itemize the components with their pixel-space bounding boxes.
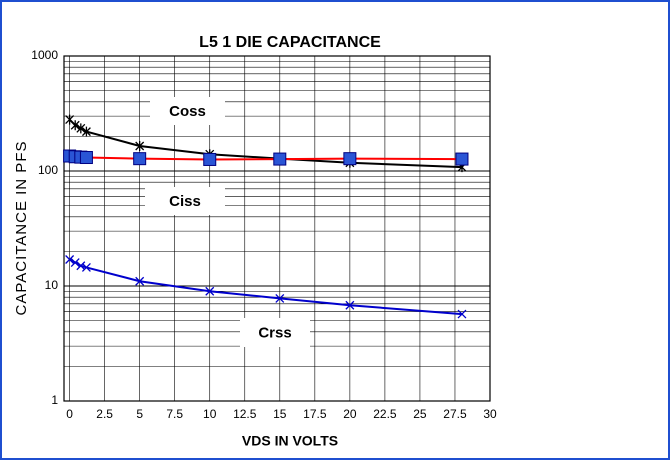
x-tick-label: 2.5 [96,407,113,421]
plot-area [64,56,490,401]
annotation-box [145,187,225,215]
x-tick-label: 25 [413,407,427,421]
marker [70,120,80,131]
marker [81,262,91,272]
x-axis-label: VDS IN VOLTS [242,433,338,449]
y-tick-label: 10 [45,278,59,292]
x-tick-label: 30 [483,407,497,421]
marker [76,261,86,271]
marker [205,286,215,296]
annotation: Crss [258,324,291,341]
x-tick-label: 22.5 [373,407,397,421]
x-tick-label: 17.5 [303,407,327,421]
marker [76,123,86,134]
marker [345,300,355,310]
x-tick-label: 5 [136,407,143,421]
marker [343,152,357,166]
y-tick-label: 1000 [31,48,58,62]
x-tick-label: 7.5 [166,407,183,421]
marker [203,152,217,166]
marker [81,126,91,137]
marker [455,152,469,166]
marker [273,152,287,166]
marker [135,140,145,151]
marker [79,151,93,165]
annotation-box [240,318,310,347]
x-tick-label: 15 [273,407,287,421]
marker [65,255,75,264]
marker [70,258,80,267]
x-tick-label: 20 [343,407,357,421]
x-tick-label: 27.5 [443,407,467,421]
x-tick-label: 12.5 [233,407,257,421]
y-tick-label: 100 [38,163,58,177]
marker [133,152,147,166]
chart-title: L5 1 DIE CAPACITANCE [199,34,381,51]
y-tick-label: 1 [51,393,58,407]
annotation-box [150,97,225,125]
marker [457,309,467,319]
annotation: Coss [169,103,206,120]
annotation: Ciss [169,193,201,210]
marker [135,276,145,286]
x-tick-label: 0 [66,407,73,421]
x-tick-label: 10 [203,407,217,421]
y-axis-label: CAPACITANCE IN PFS [13,141,30,316]
plot-frame [63,55,491,402]
marker [275,293,285,303]
